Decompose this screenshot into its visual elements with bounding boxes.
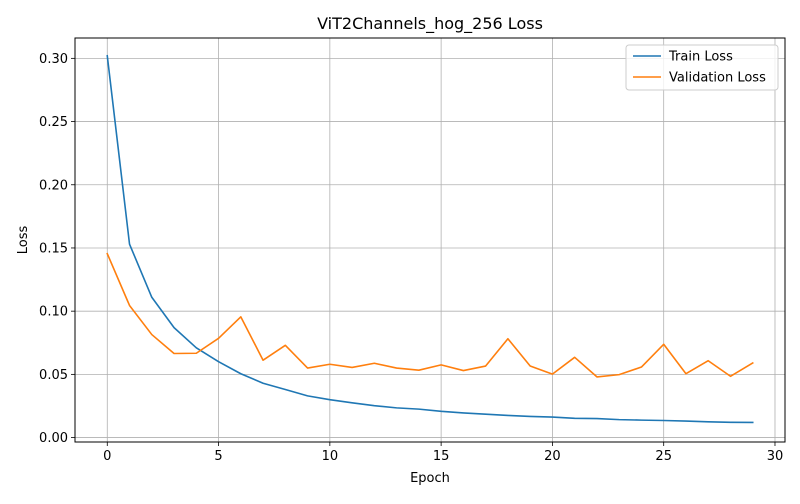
x-tick-label: 5	[214, 449, 222, 464]
y-tick-label: 0.15	[39, 241, 68, 256]
y-tick-label: 0.25	[39, 115, 68, 130]
legend-label-validation: Validation Loss	[669, 71, 766, 86]
series-lines	[106, 54, 754, 424]
x-tick-label: 30	[767, 449, 784, 464]
legend-box	[625, 44, 779, 91]
y-tick-label: 0.05	[39, 368, 68, 383]
x-tick-label: 0	[103, 449, 111, 464]
x-tick-label: 10	[322, 449, 339, 464]
y-axis-label: Loss	[16, 226, 31, 255]
series-line-train-loss	[106, 54, 754, 424]
tick-group: 0 5 10 15 20 25 30 0.00 0.05 0.10 0.15 0.20 0.25 0.30	[39, 52, 783, 464]
x-tick-label: 15	[433, 449, 450, 464]
series-line-validation-loss	[106, 252, 754, 378]
x-axis-label: Epoch	[410, 471, 450, 486]
y-tick-label: 0.10	[39, 305, 68, 320]
x-tick-label: 25	[655, 449, 672, 464]
y-tick-label: 0.30	[39, 52, 68, 67]
chart-title: ViT2Channels_hog_256 Loss	[317, 14, 543, 34]
grid	[75, 38, 785, 442]
legend-label-train: Train Loss	[668, 50, 733, 65]
x-tick-label: 20	[544, 449, 561, 464]
legend: Train Loss Validation Loss	[625, 44, 779, 91]
plot-frame	[74, 37, 786, 443]
y-tick-label: 0.00	[39, 431, 68, 446]
y-tick-label: 0.20	[39, 178, 68, 193]
